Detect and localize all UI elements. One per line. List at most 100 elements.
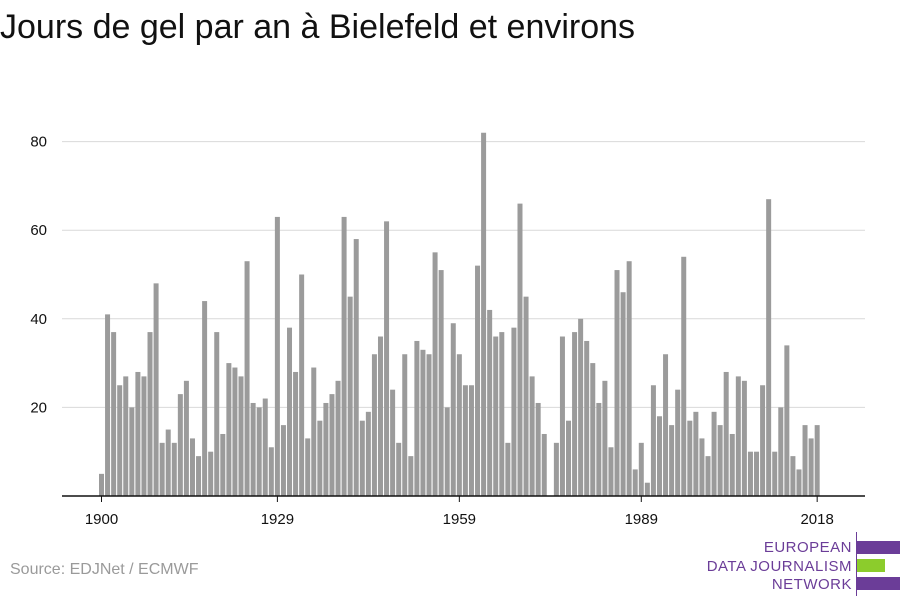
x-tick-label: 2018 [800,511,833,528]
bar-1989 [638,442,644,496]
bar-1911 [165,429,171,496]
bars [99,132,820,497]
bar-1924 [244,261,250,496]
bar-2003 [723,371,729,496]
bar-1925 [250,402,256,496]
bar-1947 [384,221,390,496]
logo-line-1: EUROPEAN [763,539,852,556]
bar-1988 [632,469,638,496]
bar-1946 [377,336,383,496]
bar-2010 [766,199,772,496]
bar-1994 [669,425,675,496]
bar-1920 [220,433,226,496]
bar-1918 [208,451,214,496]
bar-2007 [747,451,753,496]
bar-2002 [717,425,723,496]
bar-1922 [232,367,238,496]
bar-2018 [814,425,820,496]
bar-1942 [353,239,359,496]
bar-1926 [256,407,262,496]
bar-1935 [311,367,317,496]
bar-2015 [796,469,802,496]
bar-1940 [341,216,347,496]
x-tick-label: 1929 [261,511,294,528]
bar-1999 [699,438,705,496]
bar-1957 [444,407,450,496]
bar-2009 [760,385,766,496]
bar-2017 [808,438,814,496]
bar-1945 [371,354,377,496]
bar-1921 [226,363,232,496]
bar-1987 [626,261,632,496]
logo-line-3: NETWORK [771,576,852,593]
y-tick-label: 80 [30,134,47,151]
bar-1982 [596,402,602,496]
bar-1949 [396,442,402,496]
bar-1903 [117,385,123,496]
bar-1905 [129,407,135,496]
bar-1930 [280,425,286,496]
bar-1923 [238,376,244,496]
bar-1916 [196,456,202,496]
bar-1931 [287,327,293,496]
bar-1944 [365,411,371,496]
bar-1973 [541,433,547,496]
bar-1976 [559,336,565,496]
bar-1963 [481,132,487,497]
y-tick-label: 60 [30,222,47,239]
bar-1936 [317,420,323,496]
bar-1928 [268,447,274,496]
bar-1961 [468,385,474,496]
y-tick-label: 20 [30,399,47,416]
bar-1980 [584,340,590,496]
bar-1900 [99,473,104,496]
bar-2005 [735,376,741,496]
logo-bar-purple-bottom [857,577,900,590]
bar-1956 [438,270,444,496]
bar-1958 [450,323,456,496]
chart-title: Jours de gel par an à Bielefeld et envir… [0,8,636,46]
bar-1975 [553,442,559,496]
bar-1990 [644,482,650,496]
bar-1959 [456,354,462,496]
bar-1914 [183,380,189,496]
bar-1981 [590,363,596,496]
bar-1978 [572,332,578,496]
bar-1966 [499,332,505,496]
logo-bar-purple-top [857,541,900,554]
logo-divider [856,532,857,596]
bar-2004 [729,433,735,496]
bar-1929 [274,216,280,496]
bar-1964 [487,309,493,496]
bar-1933 [299,274,305,496]
bar-1992 [656,416,662,496]
edjnet-logo: EUROPEAN DATA JOURNALISM NETWORK [690,530,900,600]
bar-1998 [693,411,699,496]
bar-1927 [262,398,268,496]
bar-1954 [426,354,432,496]
bar-1910 [159,442,165,496]
bar-1951 [408,456,414,496]
bar-1952 [414,340,420,496]
bar-1979 [578,318,584,496]
bar-1950 [402,354,408,496]
bar-1983 [602,380,608,496]
bar-2011 [772,451,778,496]
bar-1986 [620,292,626,496]
bar-1901 [105,314,111,496]
bar-1908 [147,332,153,496]
y-tick-label: 40 [30,311,47,328]
bar-1991 [650,385,656,496]
bar-2014 [790,456,796,496]
bar-1913 [177,394,183,496]
bar-1939 [335,380,341,496]
bar-1907 [141,376,147,496]
bar-1971 [529,376,535,496]
bar-1934 [305,438,311,496]
bar-2013 [784,345,790,496]
bar-1984 [608,447,614,496]
bar-2000 [705,456,711,496]
y-axis-ticks: 20 40 60 80 [30,134,47,417]
bar-1968 [511,327,517,496]
bar-1904 [123,376,129,496]
